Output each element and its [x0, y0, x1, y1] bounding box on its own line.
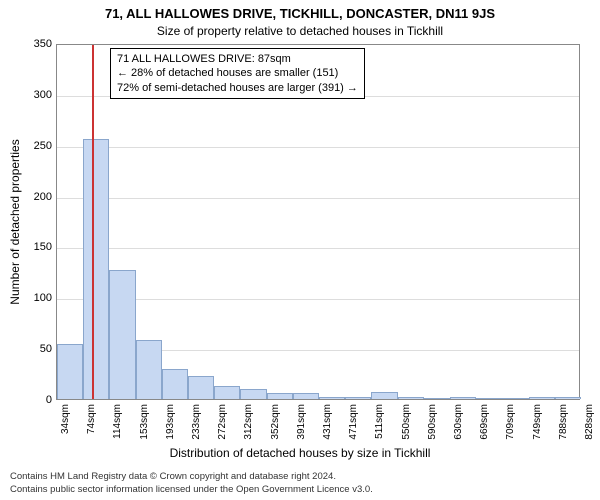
histogram-bar [319, 397, 345, 399]
title-subtitle: Size of property relative to detached ho… [0, 24, 600, 38]
histogram-bar [555, 397, 581, 399]
xtick-label: 74sqm [86, 404, 97, 434]
xtick-label: 34sqm [60, 404, 71, 434]
xtick-label: 828sqm [584, 404, 595, 440]
xtick-label: 471sqm [348, 404, 359, 440]
xtick-label: 590sqm [427, 404, 438, 440]
histogram-bar [57, 344, 83, 399]
histogram-bar [424, 398, 450, 399]
footer-attribution: Contains HM Land Registry data © Crown c… [10, 471, 373, 496]
xtick-label: 114sqm [112, 404, 123, 439]
gridline [57, 248, 579, 249]
xtick-label: 788sqm [558, 404, 569, 440]
xtick-label: 511sqm [374, 404, 385, 439]
footer-line2: Contains public sector information licen… [10, 484, 373, 496]
xtick-label: 193sqm [165, 404, 176, 440]
xtick-label: 352sqm [270, 404, 281, 440]
ytick-label: 50 [12, 343, 52, 355]
annotation-line1: 71 ALL HALLOWES DRIVE: 87sqm [117, 52, 358, 66]
histogram-bar [240, 389, 266, 399]
y-axis-label: Number of detached properties [8, 139, 22, 304]
histogram-bar [529, 397, 555, 399]
histogram-bar [450, 397, 476, 399]
histogram-bar [502, 398, 528, 399]
annotation-line3: 72% of semi-detached houses are larger (… [117, 81, 358, 95]
ytick-label: 0 [12, 394, 52, 406]
xtick-label: 749sqm [532, 404, 543, 440]
xtick-label: 233sqm [191, 404, 202, 440]
xtick-label: 391sqm [296, 404, 307, 440]
ytick-label: 350 [12, 38, 52, 50]
gridline [57, 147, 579, 148]
xtick-label: 312sqm [243, 404, 254, 440]
annotation-box: 71 ALL HALLOWES DRIVE: 87sqm← 28% of det… [110, 48, 365, 99]
title-address: 71, ALL HALLOWES DRIVE, TICKHILL, DONCAS… [0, 6, 600, 21]
xtick-label: 669sqm [479, 404, 490, 440]
xtick-label: 431sqm [322, 404, 333, 440]
histogram-bar [162, 369, 188, 400]
histogram-bar [83, 139, 109, 399]
ytick-label: 300 [12, 89, 52, 101]
annotation-line2: ← 28% of detached houses are smaller (15… [117, 66, 358, 80]
xtick-label: 272sqm [217, 404, 228, 440]
histogram-bar [109, 270, 135, 399]
ytick-label: 100 [12, 292, 52, 304]
xtick-label: 709sqm [505, 404, 516, 440]
ytick-label: 200 [12, 191, 52, 203]
histogram-bar [293, 393, 319, 399]
footer-line1: Contains HM Land Registry data © Crown c… [10, 471, 373, 483]
histogram-bar [267, 393, 293, 399]
gridline [57, 198, 579, 199]
histogram-bar [371, 392, 397, 399]
histogram-bar [188, 376, 214, 399]
xtick-label: 630sqm [453, 404, 464, 440]
histogram-bar [476, 398, 502, 399]
ytick-label: 150 [12, 241, 52, 253]
histogram-bar [214, 386, 240, 399]
histogram-bar [398, 397, 424, 399]
property-marker-line [92, 45, 94, 399]
plot-area: 71 ALL HALLOWES DRIVE: 87sqm← 28% of det… [56, 44, 580, 400]
xtick-label: 153sqm [139, 404, 150, 440]
histogram-bar [345, 397, 371, 399]
x-axis-label: Distribution of detached houses by size … [0, 446, 600, 460]
xtick-label: 550sqm [401, 404, 412, 440]
histogram-bar [136, 340, 162, 399]
ytick-label: 250 [12, 140, 52, 152]
